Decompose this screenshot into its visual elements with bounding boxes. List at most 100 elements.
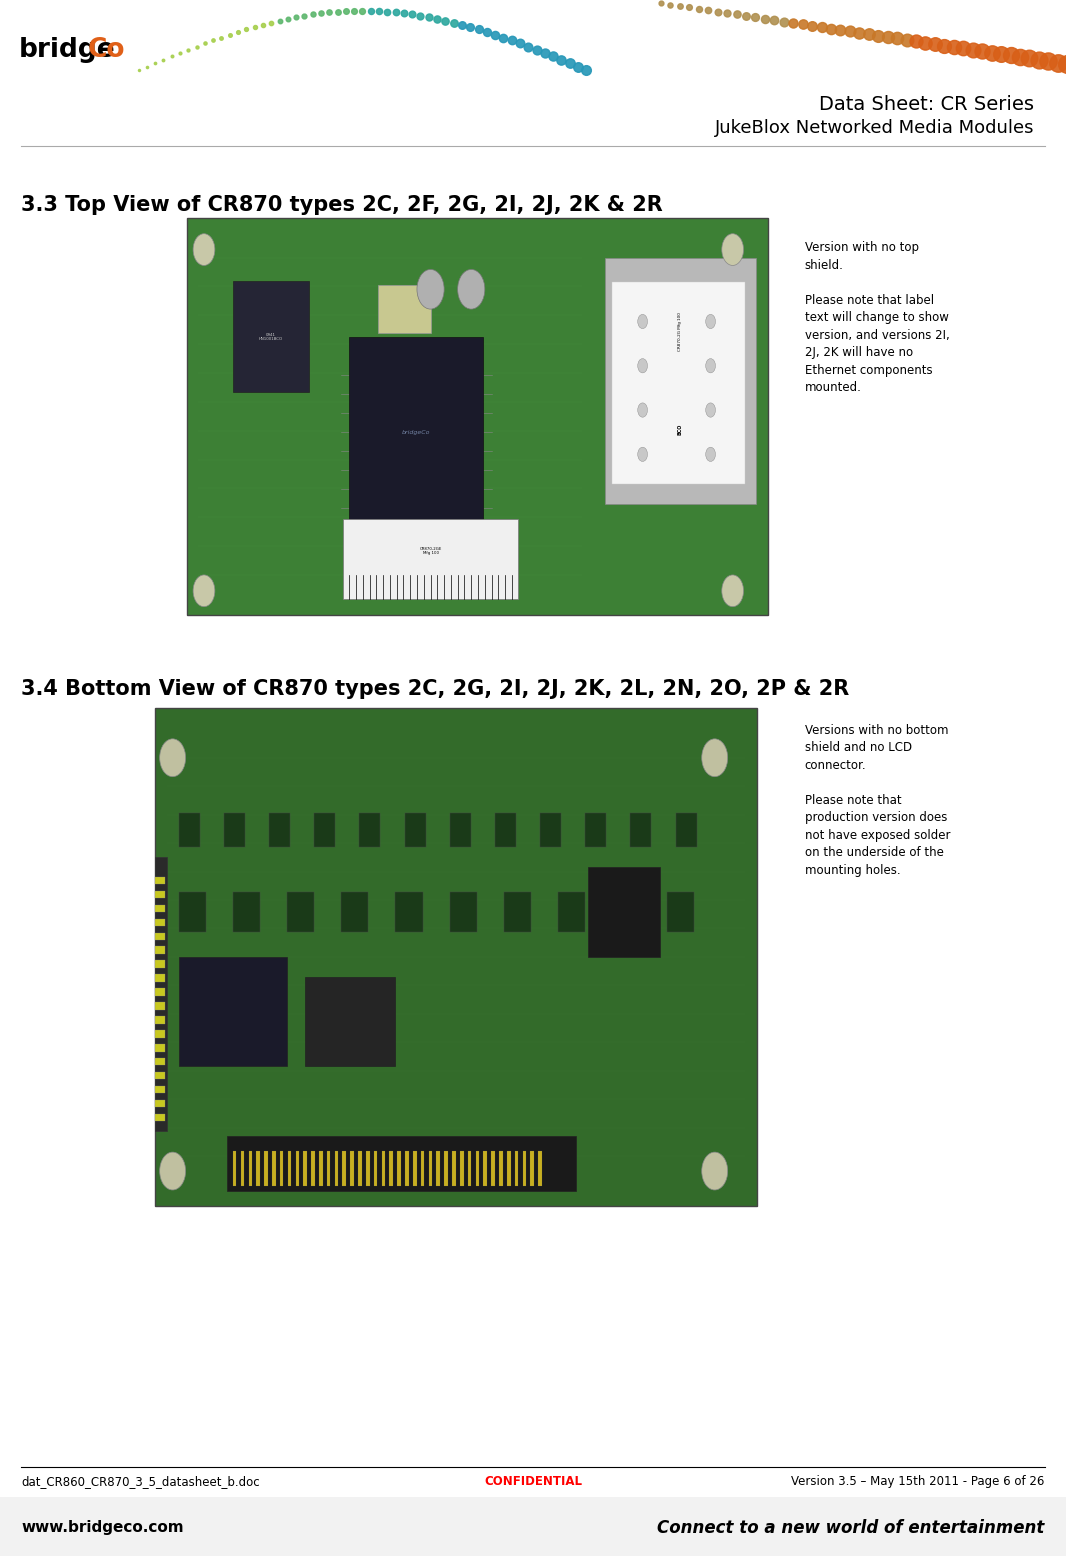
Bar <box>588 867 661 957</box>
Bar <box>155 1058 165 1066</box>
Text: BCO: BCO <box>678 425 683 436</box>
Text: CONFIDENTIAL: CONFIDENTIAL <box>484 1475 582 1488</box>
Bar <box>421 1151 424 1186</box>
Bar <box>351 1151 354 1186</box>
Circle shape <box>722 576 744 607</box>
Bar <box>287 892 314 932</box>
Text: Versions with no bottom
shield and no LCD
connector.

Please note that
productio: Versions with no bottom shield and no LC… <box>805 724 950 876</box>
Bar <box>398 1151 401 1186</box>
Circle shape <box>193 576 215 607</box>
Bar <box>241 1151 244 1186</box>
Bar <box>350 338 483 527</box>
Bar <box>256 1151 260 1186</box>
Bar <box>280 1151 284 1186</box>
Circle shape <box>706 314 715 328</box>
Bar <box>224 812 245 848</box>
Text: CR870-2GE
Mfg 100: CR870-2GE Mfg 100 <box>419 546 441 555</box>
Circle shape <box>160 1151 185 1190</box>
Bar <box>155 1016 165 1024</box>
Bar <box>358 1151 361 1186</box>
Bar <box>155 932 165 940</box>
Text: JukeBlox Networked Media Modules: JukeBlox Networked Media Modules <box>714 118 1034 137</box>
Bar <box>311 1151 314 1186</box>
Bar <box>179 892 206 932</box>
Bar <box>450 812 471 848</box>
Bar <box>155 708 757 1206</box>
Bar <box>515 1151 518 1186</box>
Bar <box>366 1151 370 1186</box>
Bar <box>327 1151 330 1186</box>
Bar <box>155 960 165 968</box>
Bar <box>232 892 260 932</box>
Bar <box>187 218 768 615</box>
Bar <box>155 1044 165 1052</box>
Bar <box>378 285 431 333</box>
Circle shape <box>193 233 215 266</box>
Text: Version with no top
shield.

Please note that label
text will change to show
ver: Version with no top shield. Please note … <box>805 241 950 394</box>
Bar <box>155 946 165 954</box>
Bar <box>495 812 516 848</box>
Text: 3.3 Top View of CR870 types 2C, 2F, 2G, 2I, 2J, 2K & 2R: 3.3 Top View of CR870 types 2C, 2F, 2G, … <box>21 196 663 215</box>
Text: dat_CR860_CR870_3_5_datasheet_b.doc: dat_CR860_CR870_3_5_datasheet_b.doc <box>21 1475 260 1488</box>
Bar <box>604 258 756 504</box>
Circle shape <box>701 739 728 776</box>
Bar <box>269 812 290 848</box>
Bar <box>155 1086 165 1094</box>
Bar <box>179 812 199 848</box>
Bar <box>304 1151 307 1186</box>
Bar <box>359 812 381 848</box>
Bar <box>483 1151 487 1186</box>
Bar <box>452 1151 456 1186</box>
Bar <box>436 1151 440 1186</box>
Text: 3.4 Bottom View of CR870 types 2C, 2G, 2I, 2J, 2K, 2L, 2N, 2O, 2P & 2R: 3.4 Bottom View of CR870 types 2C, 2G, 2… <box>21 680 850 699</box>
Bar <box>612 282 745 484</box>
Bar <box>445 1151 448 1186</box>
Bar <box>314 812 335 848</box>
Text: Co: Co <box>87 37 125 62</box>
Bar <box>155 1114 165 1122</box>
Bar <box>155 1002 165 1010</box>
Bar <box>155 1072 165 1080</box>
Bar <box>0 1497 1066 1556</box>
Bar <box>450 892 477 932</box>
Circle shape <box>637 314 647 328</box>
Bar <box>155 1030 165 1038</box>
Bar <box>155 904 165 912</box>
Bar <box>227 1136 576 1190</box>
Text: bridgeCo: bridgeCo <box>402 429 431 434</box>
Bar <box>342 1151 346 1186</box>
Bar <box>676 812 697 848</box>
Bar <box>341 892 369 932</box>
Bar <box>612 892 640 932</box>
Circle shape <box>706 403 715 417</box>
Bar <box>389 1151 393 1186</box>
Bar <box>538 1151 542 1186</box>
Circle shape <box>637 358 647 373</box>
Bar <box>179 957 287 1066</box>
Bar <box>272 1151 276 1186</box>
Circle shape <box>457 269 485 310</box>
Text: Connect to a new world of entertainment: Connect to a new world of entertainment <box>658 1519 1045 1537</box>
Bar <box>295 1151 300 1186</box>
Bar <box>499 1151 503 1186</box>
Bar <box>504 892 531 932</box>
Bar <box>404 812 425 848</box>
Bar <box>475 1151 480 1186</box>
Bar <box>522 1151 527 1186</box>
Bar <box>233 282 308 392</box>
Text: www.bridgeco.com: www.bridgeco.com <box>21 1520 184 1536</box>
Bar <box>343 520 518 599</box>
Text: bridge: bridge <box>19 37 116 62</box>
Text: CR870-2G Mfg 100: CR870-2G Mfg 100 <box>678 311 682 350</box>
Bar <box>319 1151 323 1186</box>
Bar <box>155 1100 165 1108</box>
Bar <box>335 1151 338 1186</box>
Bar <box>232 1151 237 1186</box>
Bar <box>405 1151 408 1186</box>
Bar <box>413 1151 417 1186</box>
Bar <box>382 1151 385 1186</box>
Bar <box>468 1151 471 1186</box>
Text: 0941
HN1001BCO: 0941 HN1001BCO <box>259 333 282 341</box>
Circle shape <box>706 447 715 462</box>
Text: Data Sheet: CR Series: Data Sheet: CR Series <box>819 95 1034 114</box>
